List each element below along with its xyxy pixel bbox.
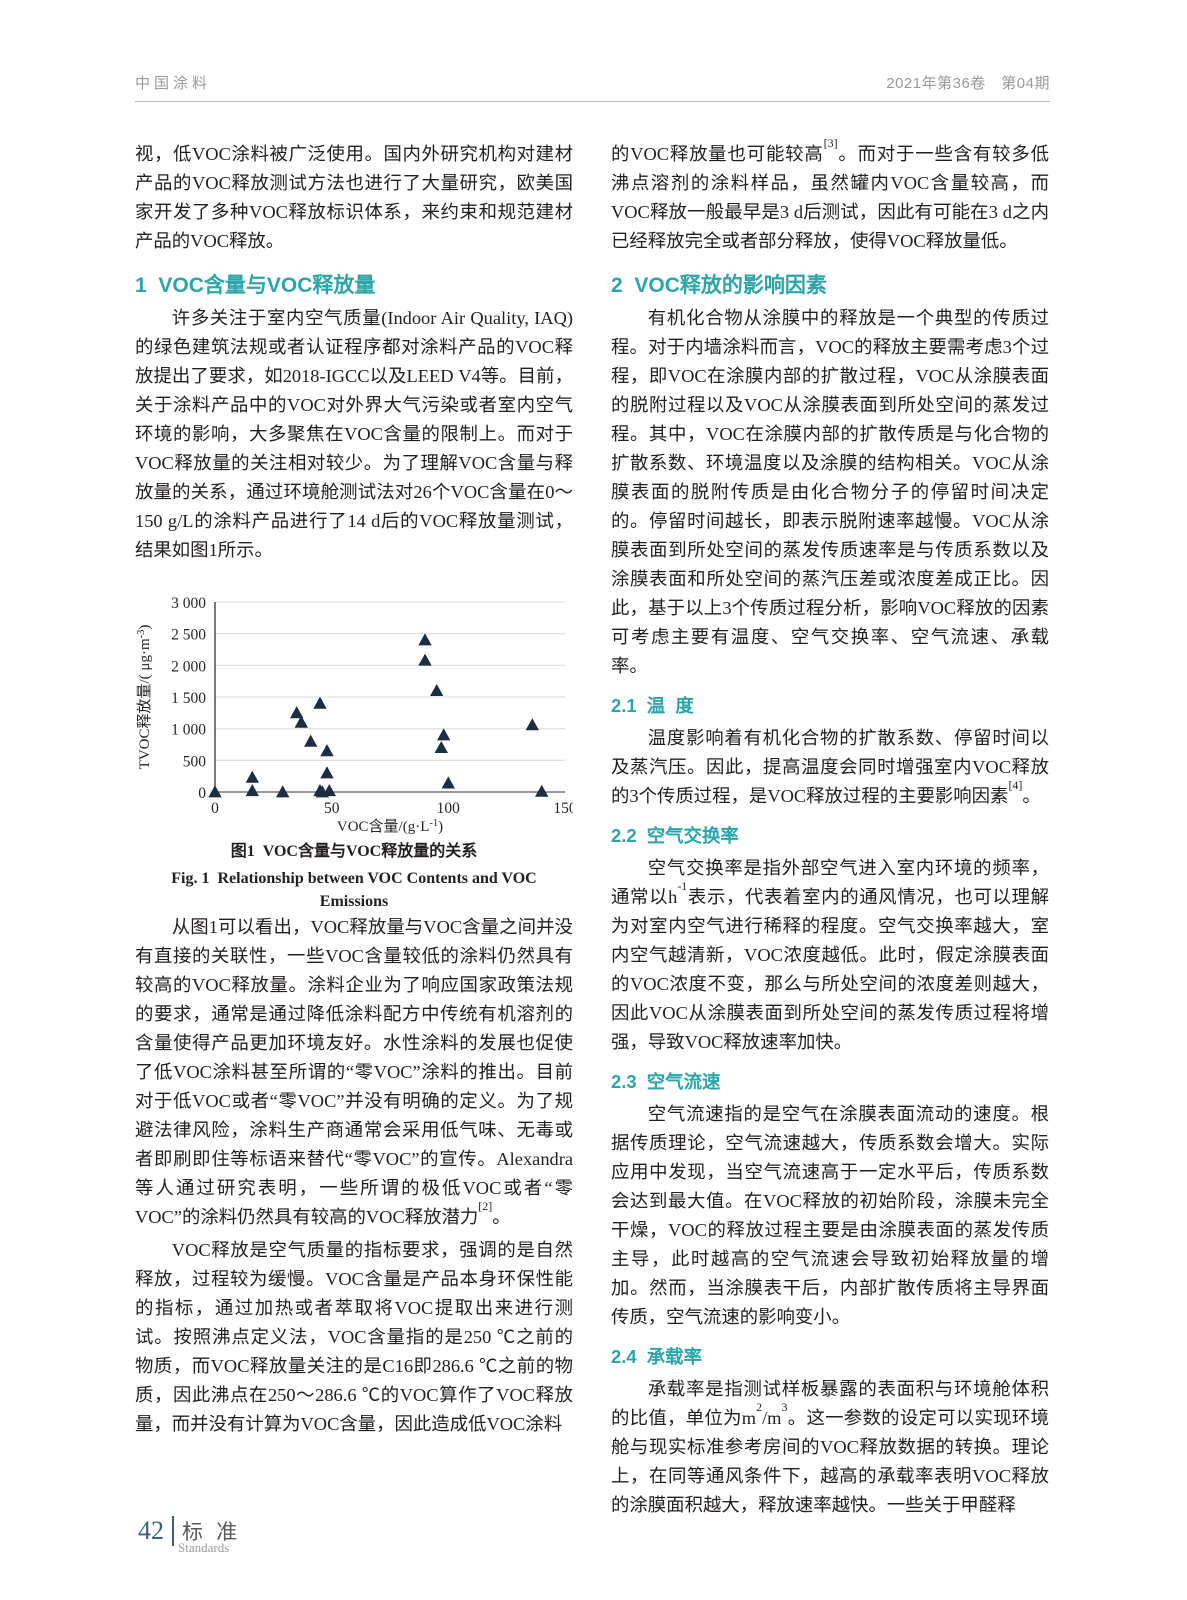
svg-text:500: 500	[183, 753, 207, 770]
svg-text:0: 0	[211, 800, 219, 817]
svg-text:TVOC释放量/( μg·m-3): TVOC释放量/( μg·m-3)	[136, 625, 154, 770]
svg-text:2 000: 2 000	[171, 658, 206, 675]
svg-text:3 000: 3 000	[171, 595, 206, 612]
svg-text:50: 50	[324, 800, 340, 817]
svg-text:0: 0	[198, 785, 206, 802]
svg-text:1 000: 1 000	[171, 722, 206, 739]
svg-text:1 500: 1 500	[171, 690, 206, 707]
svg-text:2 500: 2 500	[171, 627, 206, 644]
svg-text:150: 150	[553, 800, 573, 817]
svg-text:VOC含量/(g·L-1): VOC含量/(g·L-1)	[337, 818, 443, 836]
svg-text:100: 100	[437, 800, 461, 817]
